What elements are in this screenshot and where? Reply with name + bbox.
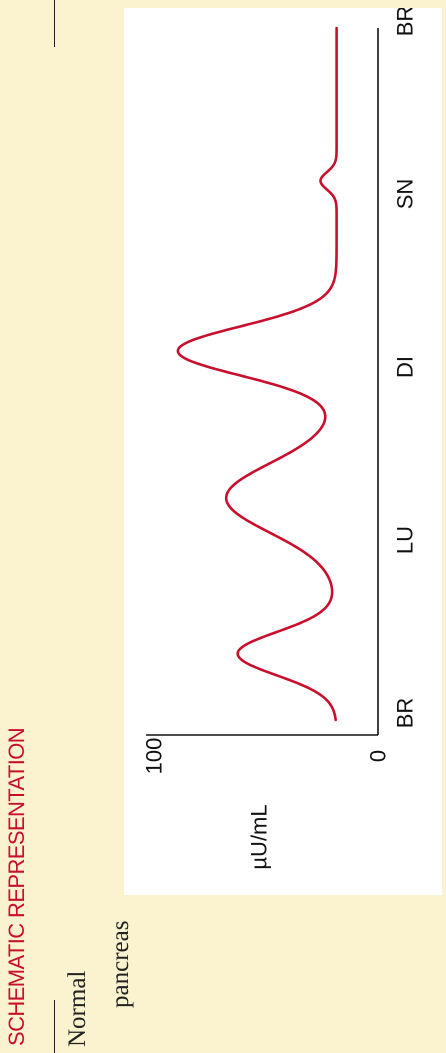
- y-axis-label: µU/mL: [247, 804, 272, 869]
- insulin-chart: 0 100 µU/mL BR LU DI SN BR: [142, 8, 418, 870]
- bottom-rule: [54, 1000, 55, 1053]
- x-tick-label-br-0: BR: [393, 698, 418, 729]
- insulin-chart-panel: 0 100 µU/mL BR LU DI SN BR: [124, 8, 442, 895]
- x-tick-label-lu-1: LU: [393, 526, 418, 554]
- section-title: SCHEMATIC REPRESENTATION: [4, 727, 29, 1046]
- x-tick-label-sn-3: SN: [393, 179, 418, 210]
- x-tick-label-di-2: DI: [393, 356, 418, 378]
- pancreas-label: pancreas: [107, 920, 134, 1008]
- top-rule: [54, 0, 55, 47]
- x-tick-label-br-4: BR: [393, 8, 418, 36]
- y-tick-label-100: 100: [142, 738, 167, 775]
- normal-label: Normal: [64, 970, 91, 1047]
- insulin-series-line-0: [176, 26, 338, 722]
- y-tick-label-0: 0: [366, 750, 391, 762]
